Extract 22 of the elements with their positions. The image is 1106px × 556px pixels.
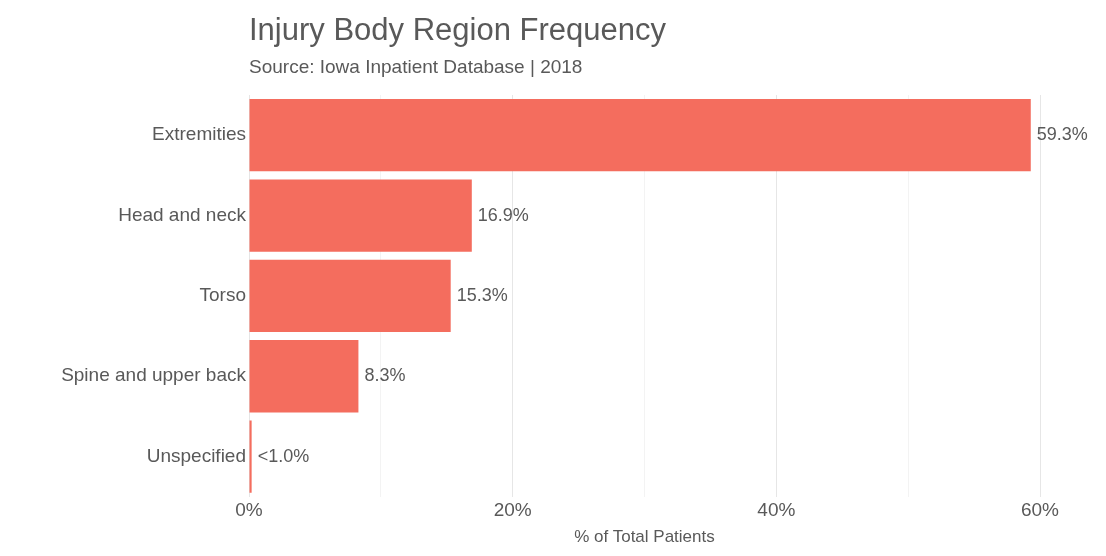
x-axis-title: % of Total Patients — [574, 527, 715, 547]
bar — [249, 99, 1031, 172]
y-tick-label: Spine and upper back — [61, 364, 247, 386]
data-label: <1.0% — [257, 445, 310, 466]
y-tick-label: Head and neck — [118, 203, 247, 225]
bar — [249, 420, 252, 493]
y-tick-label: Extremities — [152, 123, 246, 145]
x-tick-label: 0% — [235, 499, 263, 521]
chart-title: Injury Body Region Frequency — [249, 12, 667, 48]
y-tick-label: Torso — [199, 284, 246, 306]
data-label: 59.3% — [1036, 124, 1088, 145]
bar — [249, 179, 472, 252]
data-label: 16.9% — [477, 204, 529, 225]
bar — [249, 340, 359, 413]
y-tick-label: Unspecified — [146, 444, 246, 466]
data-label: 8.3% — [364, 365, 406, 386]
x-tick-label: 60% — [1020, 499, 1060, 521]
x-tick-label: 20% — [493, 499, 532, 521]
data-label: 15.3% — [456, 284, 508, 305]
bar — [249, 259, 451, 333]
x-tick-label: 40% — [757, 499, 796, 521]
chart-subtitle: Source: Iowa Inpatient Database | 2018 — [249, 56, 583, 78]
